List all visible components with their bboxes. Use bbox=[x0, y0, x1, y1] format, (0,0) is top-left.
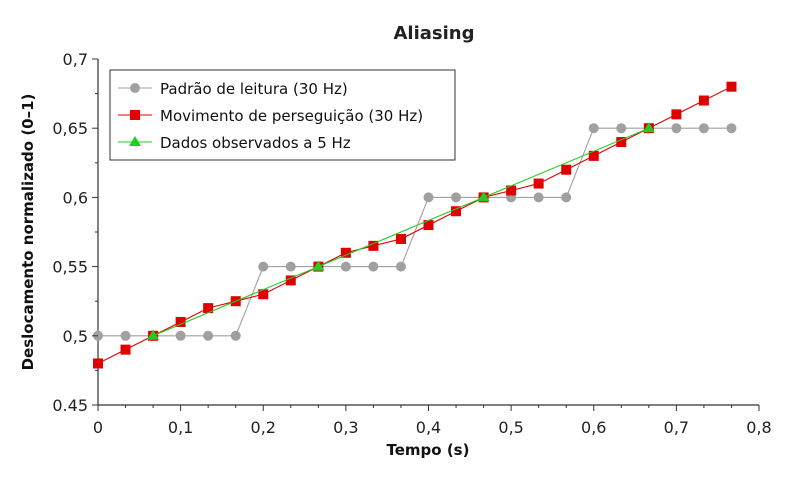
data-point-reading-pattern bbox=[698, 123, 709, 134]
x-tick-label: 0,1 bbox=[168, 418, 193, 437]
legend-item-reading-pattern: Padrão de leitura (30 Hz) bbox=[118, 80, 348, 98]
data-point-pursuit-motion bbox=[175, 316, 186, 327]
series-line-observed-5hz bbox=[152, 127, 650, 337]
data-point-reading-pattern bbox=[726, 123, 737, 134]
x-tick-label: 0,4 bbox=[416, 418, 441, 437]
data-point-pursuit-motion bbox=[671, 109, 682, 120]
x-tick-label: 0 bbox=[93, 418, 103, 437]
data-point-observed-5hz bbox=[642, 122, 655, 133]
y-tick-label: 0,6 bbox=[63, 188, 88, 207]
series-layer bbox=[93, 81, 737, 369]
legend-marker-reading-pattern bbox=[130, 83, 140, 93]
x-tick-label: 0,2 bbox=[251, 418, 276, 437]
data-point-reading-pattern bbox=[230, 330, 241, 341]
data-point-observed-5hz bbox=[147, 329, 160, 340]
data-point-pursuit-motion bbox=[451, 206, 462, 217]
data-point-reading-pattern bbox=[588, 123, 599, 134]
data-point-pursuit-motion bbox=[616, 137, 627, 148]
y-tick-label: 0,7 bbox=[63, 50, 88, 69]
data-point-reading-pattern bbox=[340, 261, 351, 272]
chart-title: Aliasing bbox=[394, 23, 475, 44]
legend-label-pursuit-motion: Movimento de perseguição (30 Hz) bbox=[160, 107, 423, 125]
data-point-reading-pattern bbox=[533, 192, 544, 203]
y-tick-label: 0,55 bbox=[52, 258, 88, 277]
series-observed-5hz bbox=[147, 122, 655, 340]
legend-box bbox=[109, 69, 456, 161]
data-point-pursuit-motion bbox=[395, 233, 406, 244]
y-tick-label: 0,65 bbox=[52, 119, 88, 138]
x-axis-title: Tempo (s) bbox=[387, 441, 470, 459]
data-point-pursuit-motion bbox=[726, 81, 737, 92]
x-tick-label: 0,8 bbox=[746, 418, 771, 437]
x-tick-label: 0,5 bbox=[498, 418, 523, 437]
data-point-pursuit-motion bbox=[423, 220, 434, 231]
data-point-pursuit-motion bbox=[368, 240, 379, 251]
data-point-pursuit-motion bbox=[203, 303, 214, 314]
data-point-reading-pattern bbox=[285, 261, 296, 272]
data-point-pursuit-motion bbox=[258, 289, 269, 300]
legend-marker-observed-5hz bbox=[129, 136, 141, 146]
data-point-reading-pattern bbox=[395, 261, 406, 272]
legend-label-reading-pattern: Padrão de leitura (30 Hz) bbox=[160, 80, 348, 98]
data-point-reading-pattern bbox=[423, 192, 434, 203]
x-tick-label: 0,6 bbox=[581, 418, 606, 437]
data-point-reading-pattern bbox=[203, 330, 214, 341]
data-point-pursuit-motion bbox=[93, 358, 103, 369]
y-tick-label: 0.45 bbox=[52, 396, 88, 415]
legend-marker-pursuit-motion bbox=[130, 110, 140, 120]
data-point-pursuit-motion bbox=[340, 247, 351, 258]
y-axis-title: Deslocamento normalizado (0–1) bbox=[19, 94, 37, 371]
data-point-pursuit-motion bbox=[561, 164, 572, 175]
x-tick-label: 0,3 bbox=[333, 418, 358, 437]
data-point-pursuit-motion bbox=[120, 344, 131, 355]
data-point-reading-pattern bbox=[671, 123, 682, 134]
data-point-pursuit-motion bbox=[588, 150, 599, 161]
data-point-reading-pattern bbox=[120, 330, 131, 341]
data-point-reading-pattern bbox=[616, 123, 627, 134]
data-point-observed-5hz bbox=[477, 191, 490, 202]
x-tick-label: 0,7 bbox=[664, 418, 689, 437]
data-point-observed-5hz bbox=[312, 260, 325, 271]
legend-item-observed-5hz: Dados observados a 5 Hz bbox=[118, 134, 351, 152]
data-point-pursuit-motion bbox=[506, 185, 517, 196]
legend-label-observed-5hz: Dados observados a 5 Hz bbox=[160, 134, 351, 152]
data-point-reading-pattern bbox=[451, 192, 462, 203]
data-point-reading-pattern bbox=[258, 261, 269, 272]
y-tick-label: 0,5 bbox=[63, 327, 88, 346]
data-point-pursuit-motion bbox=[533, 178, 544, 189]
data-point-reading-pattern bbox=[175, 330, 186, 341]
data-point-pursuit-motion bbox=[285, 275, 296, 286]
data-point-reading-pattern bbox=[561, 192, 572, 203]
axis-layer: 0.45 0,5 0,55 0,6 0,65 0,7 0 0,1 0,2 0,3 0,4 0,5 0,6… bbox=[52, 50, 771, 437]
legend-item-pursuit-motion: Movimento de perseguição (30 Hz) bbox=[118, 107, 423, 125]
data-point-reading-pattern bbox=[368, 261, 379, 272]
legend: Padrão de leitura (30 Hz) Movimento de pe… bbox=[109, 69, 456, 161]
data-point-pursuit-motion bbox=[698, 95, 709, 106]
